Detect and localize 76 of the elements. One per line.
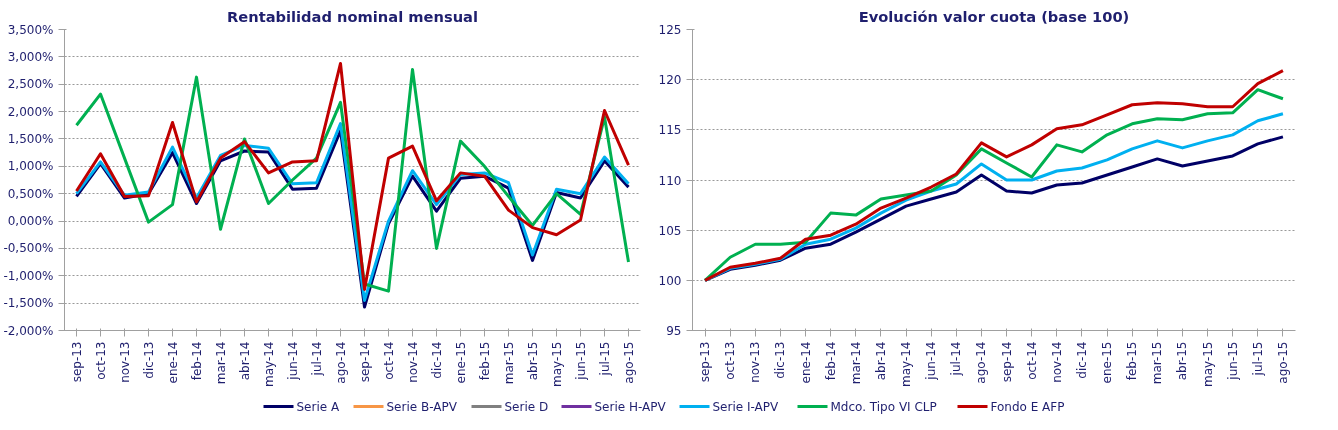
x-tick-label: dic-14 <box>1074 341 1089 379</box>
x-tick-label: nov-14 <box>405 341 420 383</box>
x-tick-label: jun-15 <box>573 341 588 381</box>
y-tick-label: 3,000% <box>7 49 54 64</box>
x-tick-label: ene-14 <box>798 341 813 384</box>
legend-label: Fondo E AFP <box>990 399 1065 414</box>
x-tick-label: jul-15 <box>597 341 612 377</box>
x-tick-label: nov-14 <box>1049 341 1064 383</box>
x-tick-label: may-15 <box>549 341 564 388</box>
x-tick-label: dic-13 <box>141 341 156 379</box>
x-tick-label: feb-15 <box>1125 341 1140 381</box>
x-tick-label: ago-14 <box>333 341 348 384</box>
legend-label: Serie A <box>296 399 340 414</box>
legend-label: Mdco. Tipo VI CLP <box>830 399 937 414</box>
chart-title: Rentabilidad nominal mensual <box>226 7 479 25</box>
y-tick-label: -1,500% <box>3 296 54 311</box>
x-tick-label: abr-14 <box>237 341 252 381</box>
x-tick-label: mar-15 <box>501 341 516 385</box>
x-tick-label: sep-14 <box>999 341 1014 383</box>
x-tick-label: sep-14 <box>357 341 372 383</box>
x-tick-label: jun-15 <box>1225 341 1240 381</box>
x-tick-label: ene-15 <box>1100 341 1115 384</box>
y-tick-label: 105 <box>658 223 682 238</box>
x-tick-label: may-14 <box>899 341 914 388</box>
x-tick-label: jul-14 <box>949 341 964 377</box>
y-tick-label: 125 <box>658 23 682 37</box>
legend-label: Serie H-APV <box>594 399 667 414</box>
x-tick-label: mar-15 <box>1150 341 1165 385</box>
y-tick-label: 2,000% <box>7 104 54 119</box>
x-tick-label: oct-13 <box>93 341 108 380</box>
chart-title: Evolución valor cuota (base 100) <box>858 7 1130 25</box>
x-tick-label: abr-15 <box>525 341 540 381</box>
x-tick-label: may-14 <box>261 341 276 388</box>
y-tick-label: 2,500% <box>7 77 54 92</box>
x-tick-label: oct-14 <box>381 341 396 380</box>
x-tick-label: mar-14 <box>848 341 863 385</box>
x-tick-label: sep-13 <box>698 341 713 383</box>
y-tick-label: 100 <box>658 273 682 288</box>
legend-label: Serie I-APV <box>712 399 780 414</box>
x-tick-label: dic-14 <box>429 341 444 379</box>
y-tick-label: -2,000% <box>3 323 54 338</box>
x-tick-label: jun-14 <box>924 341 939 381</box>
y-tick-label: 3,500% <box>7 22 54 37</box>
x-tick-label: ago-14 <box>974 341 989 384</box>
x-tick-label: jul-14 <box>309 341 324 377</box>
y-tick-label: 1,000% <box>7 159 54 174</box>
x-tick-label: jul-15 <box>1250 341 1265 377</box>
y-tick-label: 95 <box>666 324 682 338</box>
legend-label: Serie B-APV <box>386 399 458 414</box>
y-tick-label: -1,000% <box>3 268 54 283</box>
x-tick-label: feb-14 <box>189 341 204 381</box>
x-tick-label: nov-13 <box>748 341 763 383</box>
x-tick-label: ene-14 <box>165 341 180 384</box>
x-tick-label: ago-15 <box>621 341 636 384</box>
x-tick-label: feb-14 <box>823 341 838 381</box>
x-tick-label: jun-14 <box>285 341 300 381</box>
x-tick-label: oct-13 <box>723 341 738 380</box>
x-tick-label: dic-13 <box>773 341 788 379</box>
x-tick-label: oct-14 <box>1024 341 1039 380</box>
y-tick-label: 110 <box>658 173 682 188</box>
y-tick-label: -0,500% <box>3 241 54 256</box>
x-tick-label: mar-14 <box>213 341 228 385</box>
x-tick-label: abr-15 <box>1175 341 1190 381</box>
y-tick-label: 0,000% <box>7 214 54 229</box>
y-tick-label: 1,500% <box>7 131 54 146</box>
x-tick-label: ene-15 <box>453 341 468 384</box>
x-tick-label: may-15 <box>1200 341 1215 388</box>
x-tick-label: ago-15 <box>1275 341 1290 384</box>
x-tick-label: abr-14 <box>873 341 888 381</box>
y-tick-label: 0,500% <box>7 186 54 201</box>
legend-label: Serie D <box>504 399 549 414</box>
x-tick-label: feb-15 <box>477 341 492 381</box>
x-tick-label: nov-13 <box>117 341 132 383</box>
y-tick-label: 115 <box>658 123 682 138</box>
x-tick-label: sep-13 <box>69 341 84 383</box>
y-tick-label: 120 <box>658 73 682 88</box>
